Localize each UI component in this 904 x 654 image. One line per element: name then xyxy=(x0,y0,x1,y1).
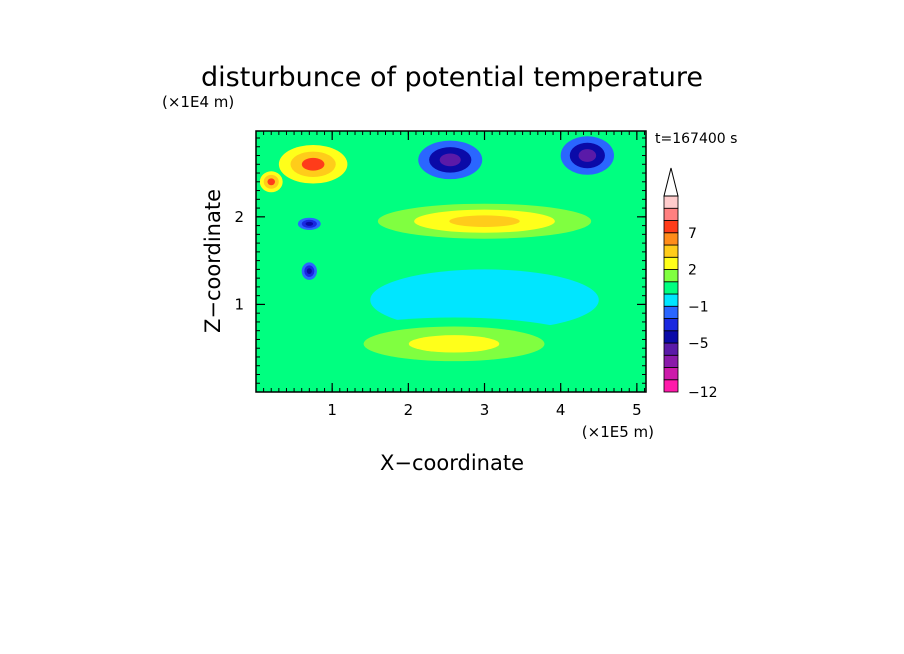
colorbar-tick-label: 2 xyxy=(688,263,697,279)
colorbar-swatch xyxy=(663,281,679,295)
colorbar-swatch xyxy=(663,318,679,332)
colorbar-swatch xyxy=(663,305,679,319)
field-region-8-level-2 xyxy=(449,215,520,227)
colorbar-swatch xyxy=(663,207,679,221)
colorbar-swatch xyxy=(663,330,679,344)
field-region-2-level-2 xyxy=(301,157,325,171)
field-region-3-level-2 xyxy=(267,178,276,186)
x-axis-unit: (×1E5 m) xyxy=(582,423,654,441)
y-axis: 12 xyxy=(234,137,646,384)
x-tick-label: 4 xyxy=(556,401,566,419)
colorbar-swatch xyxy=(663,244,679,258)
x-tick-label: 5 xyxy=(632,401,642,419)
colorbar-tick-label: −1 xyxy=(688,299,709,315)
field-region-4-level-2 xyxy=(305,221,314,226)
x-axis: 1 2 3 4 5 xyxy=(263,131,645,419)
colorbar-swatch xyxy=(663,256,679,270)
colorbar-swatch xyxy=(663,354,679,368)
field-region-1-level-2 xyxy=(578,149,597,162)
colorbar-tick-label: −5 xyxy=(688,336,709,352)
colorbar-swatch xyxy=(663,367,679,381)
x-tick-label: 3 xyxy=(480,401,490,419)
colorbar-swatch xyxy=(663,232,679,246)
field-region-6-level-2 xyxy=(446,289,523,311)
y-axis-label: Z−coordinate xyxy=(201,189,225,333)
y-tick-label: 1 xyxy=(234,295,244,313)
colorbar-swatch xyxy=(663,379,679,393)
x-tick-label: 1 xyxy=(327,401,337,419)
colorbar-swatch xyxy=(663,220,679,234)
colorbar: −12−5−127 xyxy=(663,167,718,401)
colorbar-extend-arrow xyxy=(663,167,679,197)
field-region-7-level-2 xyxy=(408,335,500,353)
time-label: t=167400 s xyxy=(655,131,737,147)
field-region-0-level-2 xyxy=(439,153,461,167)
y-axis-unit: (×1E4 m) xyxy=(162,93,234,111)
x-axis-label: X−coordinate xyxy=(380,451,524,475)
plot-frame xyxy=(255,130,647,393)
chart-title: disturbunce of potential temperature xyxy=(201,62,703,93)
colorbar-swatch xyxy=(663,342,679,356)
x-tick-label: 2 xyxy=(404,401,414,419)
colorbar-swatch xyxy=(663,293,679,307)
field-region-5-level-2 xyxy=(306,268,312,275)
colorbar-tick-label: 7 xyxy=(688,226,697,242)
colorbar-swatch xyxy=(663,195,679,209)
y-tick-label: 2 xyxy=(234,208,244,226)
colorbar-tick-label: −12 xyxy=(688,385,718,401)
contour-field xyxy=(256,131,646,392)
colorbar-swatch xyxy=(663,269,679,283)
